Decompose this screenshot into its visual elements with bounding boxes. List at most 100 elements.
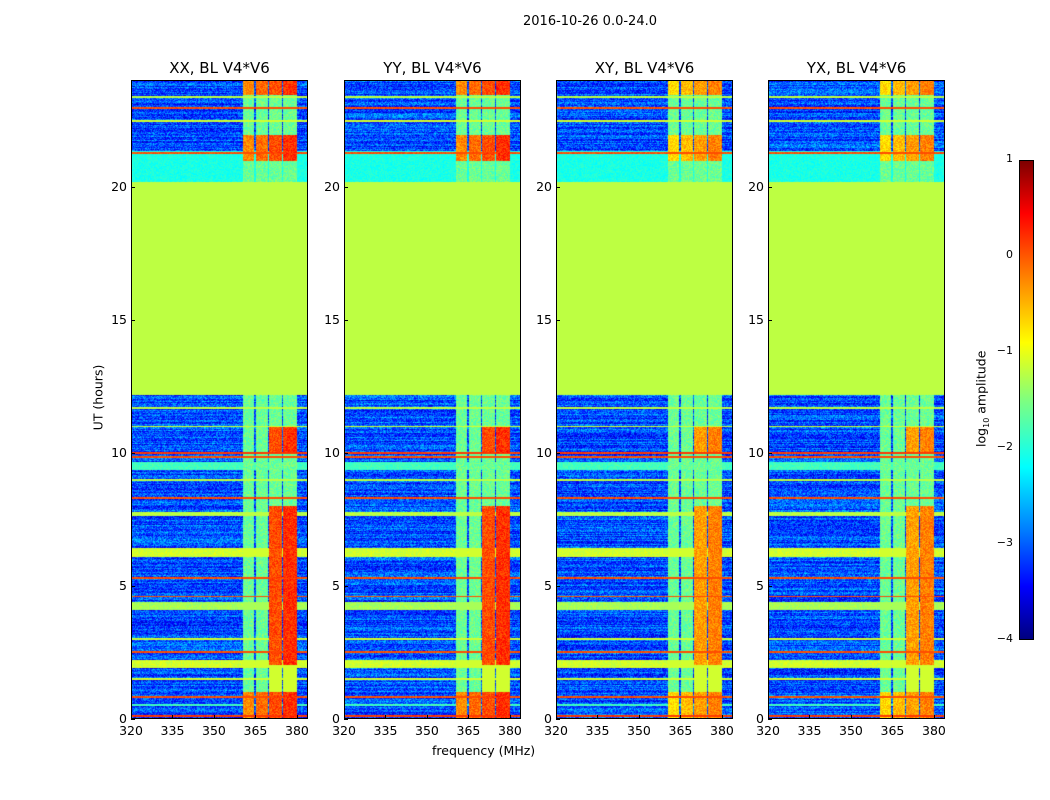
- y-tick-label: 0: [756, 711, 764, 726]
- colorbar-tick-label: −4: [996, 632, 1013, 645]
- x-tick-label: 350: [202, 723, 226, 738]
- figure-title: 2016-10-26 0.0-24.0: [523, 14, 657, 29]
- heatmap-cells: [132, 81, 307, 718]
- x-tick-mark: [721, 715, 723, 719]
- y-tick-mark: [768, 585, 772, 587]
- x-tick-label: 365: [243, 723, 268, 738]
- y-tick-label: 0: [119, 711, 127, 726]
- heatmap-panel-3: [768, 80, 945, 719]
- x-tick-mark: [468, 715, 470, 719]
- y-tick-label: 10: [111, 444, 127, 460]
- y-tick-mark: [131, 319, 135, 321]
- heatmap-cells: [345, 81, 520, 718]
- y-tick-label: 20: [536, 178, 552, 194]
- colorbar-tick-label: 0: [1006, 248, 1013, 261]
- y-tick-mark: [768, 452, 772, 454]
- y-tick-label: 10: [324, 444, 340, 460]
- y-axis-label: UT (hours): [90, 364, 106, 431]
- y-tick-mark: [556, 186, 560, 188]
- y-tick-mark: [344, 186, 348, 188]
- y-tick-mark: [131, 719, 135, 720]
- y-tick-label: 15: [748, 311, 764, 327]
- x-tick-mark: [172, 715, 174, 719]
- colorbar-tick-label: −1: [996, 344, 1013, 357]
- y-tick-label: 0: [332, 711, 340, 726]
- x-tick-mark: [509, 715, 511, 719]
- colorbar-tick-label: −3: [996, 536, 1013, 549]
- x-tick-label: 380: [498, 723, 522, 738]
- x-tick-mark: [809, 715, 811, 719]
- y-tick-mark: [344, 719, 348, 720]
- y-tick-label: 5: [332, 577, 340, 593]
- y-tick-mark: [131, 186, 135, 188]
- panel-title: XX, BL V4*V6: [169, 59, 270, 77]
- y-tick-label: 10: [536, 444, 552, 460]
- y-tick-mark: [344, 452, 348, 454]
- x-tick-label: 320: [119, 723, 143, 738]
- y-tick-mark: [556, 452, 560, 454]
- x-tick-mark: [638, 715, 640, 719]
- y-tick-mark: [768, 319, 772, 321]
- y-tick-label: 10: [748, 444, 764, 460]
- colorbar-tick-label: 1: [1006, 152, 1013, 165]
- y-tick-mark: [344, 585, 348, 587]
- y-tick-mark: [556, 585, 560, 587]
- x-axis-label: frequency (MHz): [432, 743, 536, 758]
- x-tick-mark: [426, 715, 428, 719]
- x-tick-mark: [680, 715, 682, 719]
- x-tick-label: 335: [797, 723, 822, 738]
- x-tick-mark: [344, 715, 345, 719]
- x-tick-mark: [892, 715, 894, 719]
- y-tick-label: 5: [756, 577, 764, 593]
- colorbar: [1019, 160, 1034, 640]
- x-tick-label: 380: [922, 723, 946, 738]
- x-tick-label: 350: [839, 723, 863, 738]
- panel-title: YX, BL V4*V6: [806, 59, 907, 77]
- x-tick-label: 335: [373, 723, 398, 738]
- panel-title: XY, BL V4*V6: [594, 59, 695, 77]
- x-tick-mark: [213, 715, 215, 719]
- y-tick-mark: [556, 319, 560, 321]
- x-tick-label: 320: [332, 723, 356, 738]
- y-tick-label: 20: [748, 178, 764, 194]
- x-tick-mark: [850, 715, 852, 719]
- x-tick-label: 365: [456, 723, 481, 738]
- x-tick-label: 320: [544, 723, 568, 738]
- x-tick-label: 380: [285, 723, 309, 738]
- x-tick-label: 350: [415, 723, 439, 738]
- x-tick-mark: [597, 715, 599, 719]
- heatmap-cells: [557, 81, 732, 718]
- x-tick-mark: [933, 715, 935, 719]
- y-tick-mark: [768, 186, 772, 188]
- y-tick-mark: [556, 719, 560, 720]
- x-tick-mark: [131, 715, 132, 719]
- x-tick-label: 365: [880, 723, 905, 738]
- x-tick-mark: [296, 715, 298, 719]
- x-tick-label: 335: [160, 723, 185, 738]
- heatmap-panel-1: [344, 80, 521, 719]
- y-tick-mark: [344, 319, 348, 321]
- heatmap-panel-0: [131, 80, 308, 719]
- y-tick-label: 15: [324, 311, 340, 327]
- heatmap-cells: [769, 81, 944, 718]
- y-tick-label: 5: [119, 577, 127, 593]
- y-tick-label: 20: [111, 178, 127, 194]
- colorbar-tick-label: −2: [996, 440, 1013, 453]
- y-tick-mark: [768, 719, 772, 720]
- y-tick-label: 0: [544, 711, 552, 726]
- y-tick-label: 15: [536, 311, 552, 327]
- y-tick-label: 15: [111, 311, 127, 327]
- x-tick-label: 335: [585, 723, 610, 738]
- y-tick-mark: [131, 585, 135, 587]
- x-tick-label: 380: [710, 723, 734, 738]
- x-tick-mark: [385, 715, 387, 719]
- x-tick-mark: [255, 715, 257, 719]
- y-tick-mark: [131, 452, 135, 454]
- y-tick-label: 20: [324, 178, 340, 194]
- panel-title: YY, BL V4*V6: [383, 59, 482, 77]
- x-tick-label: 350: [627, 723, 651, 738]
- x-tick-mark: [556, 715, 557, 719]
- x-tick-label: 365: [668, 723, 693, 738]
- heatmap-panel-2: [556, 80, 733, 719]
- x-tick-mark: [768, 715, 769, 719]
